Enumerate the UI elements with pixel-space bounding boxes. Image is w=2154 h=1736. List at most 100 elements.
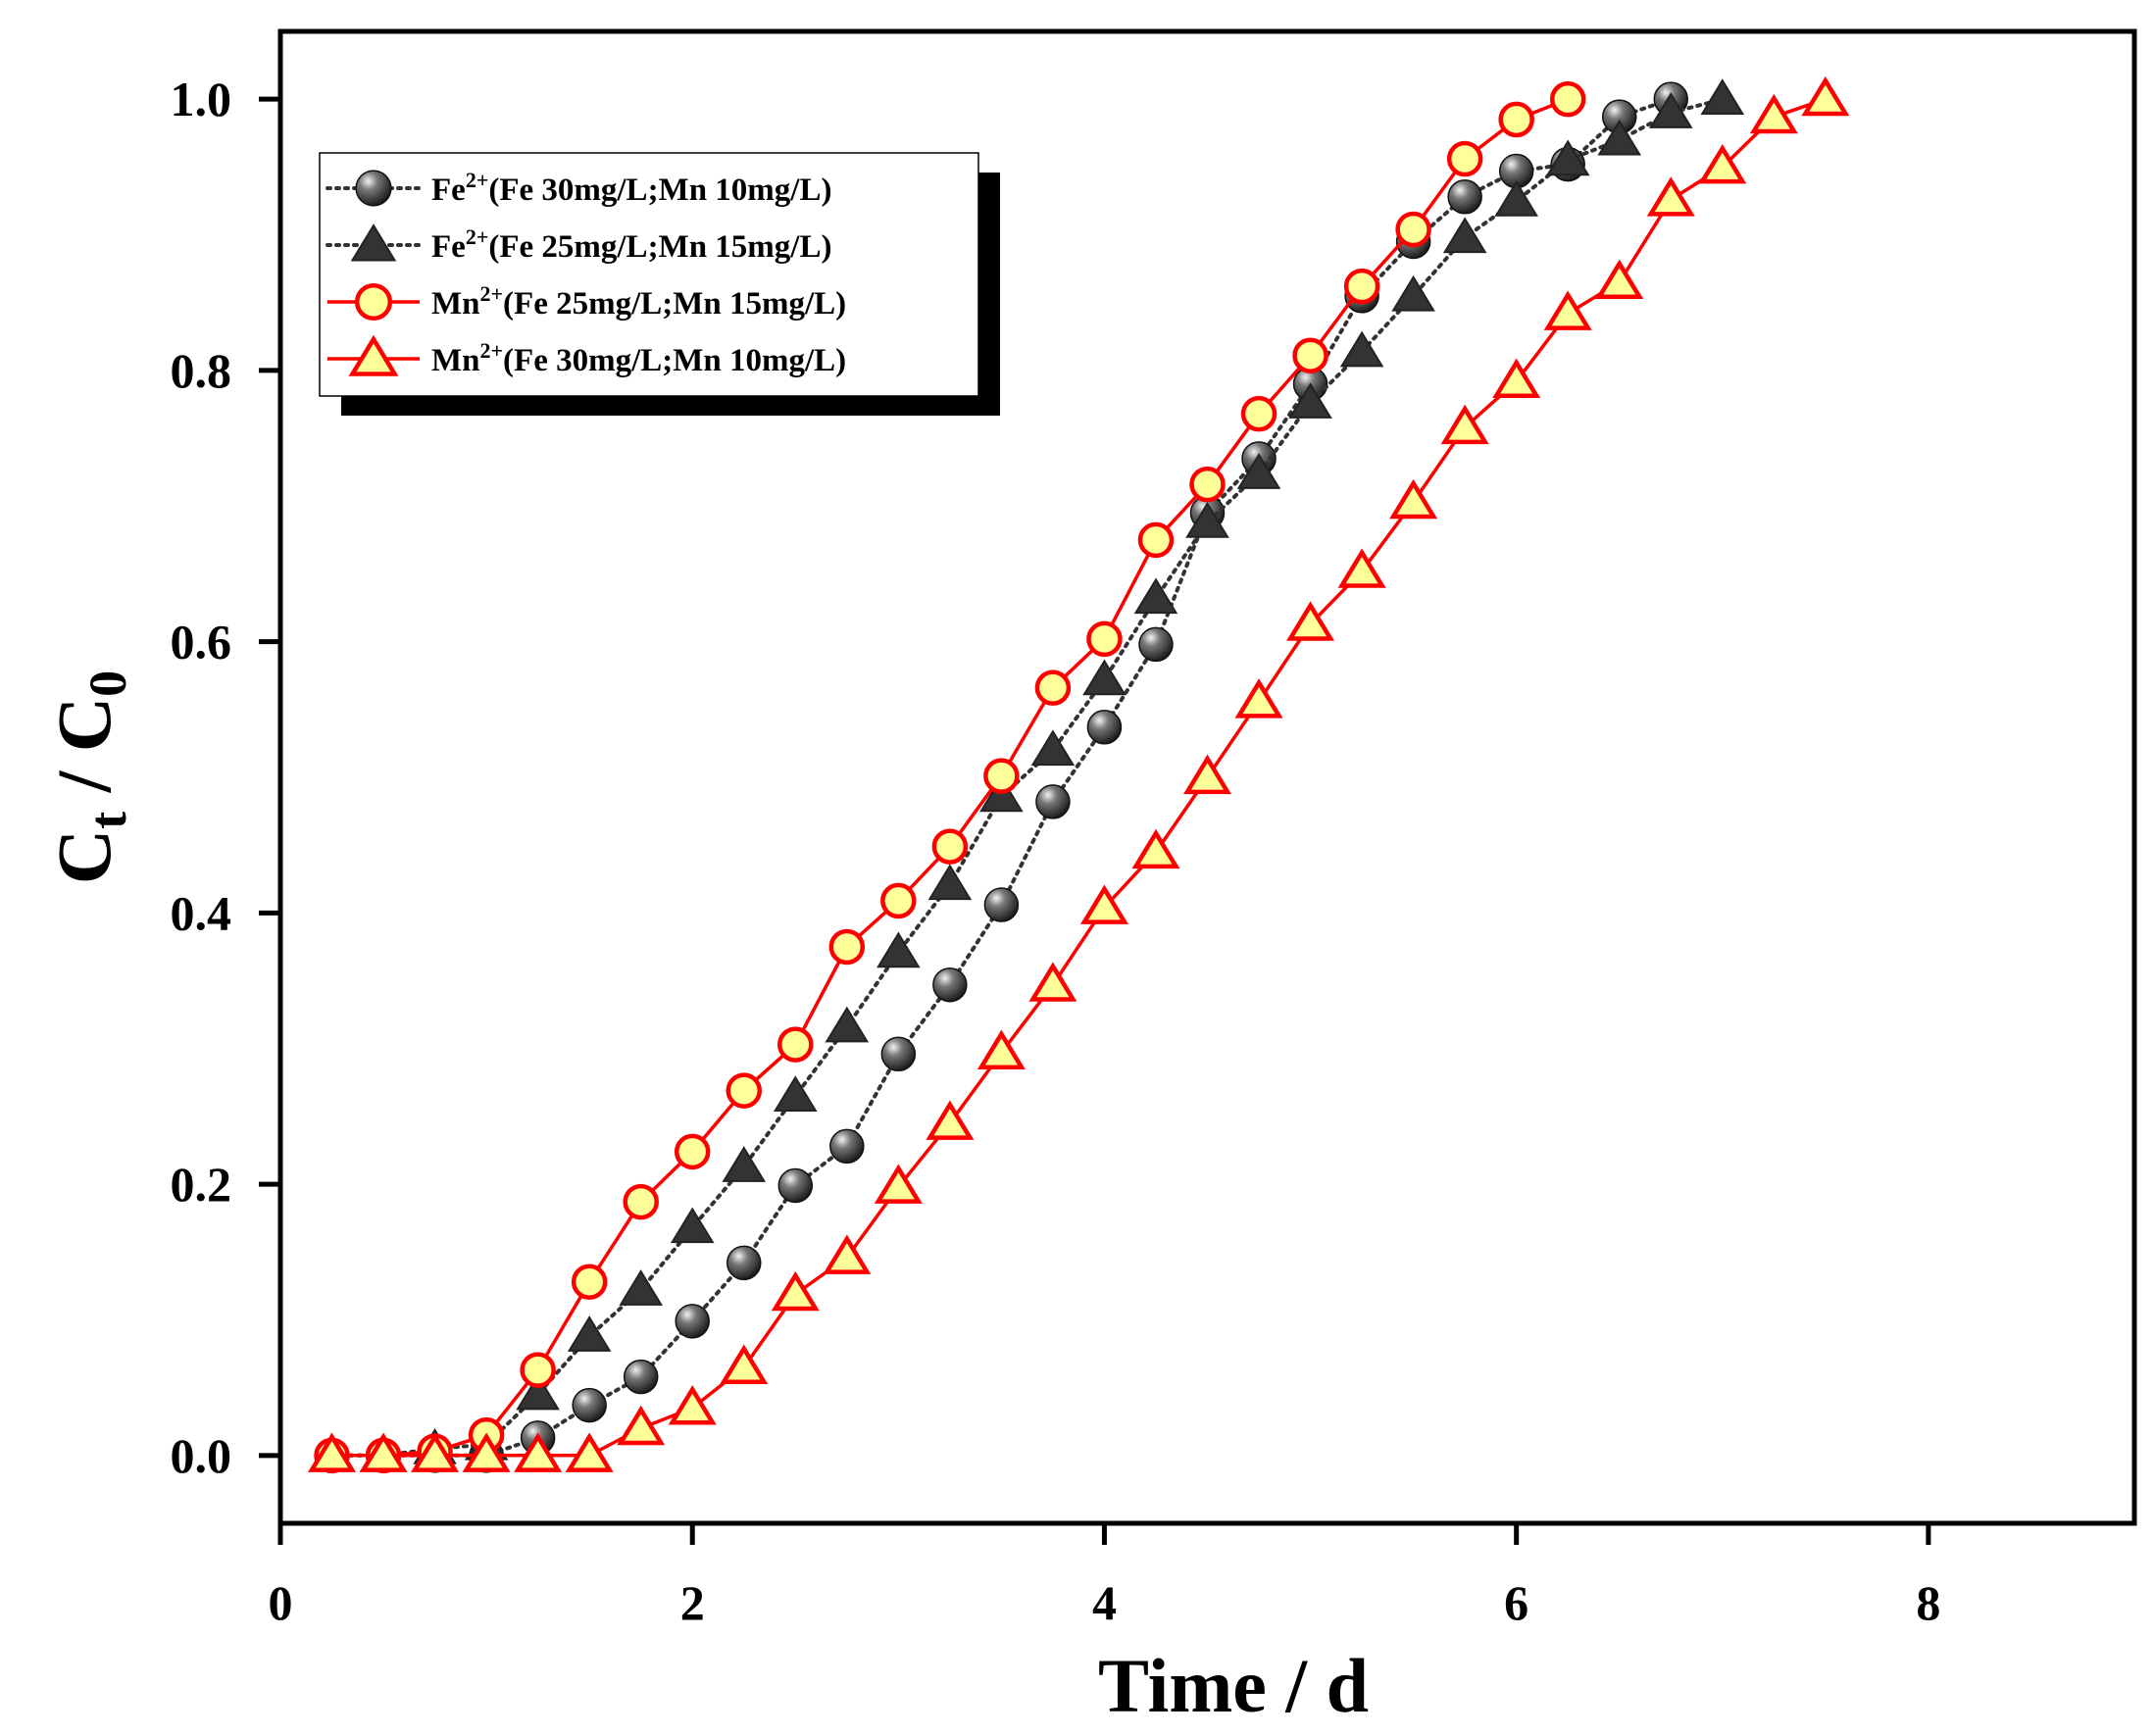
- legend-label: Mn2+(Fe 25mg/L;Mn 15mg/L): [431, 281, 846, 322]
- data-point: [1286, 601, 1335, 641]
- y-axis-title: Ct / C0: [41, 670, 137, 884]
- data-point: [829, 1128, 865, 1165]
- y-tick-label: 0.8: [171, 343, 232, 398]
- data-point: [1648, 92, 1693, 128]
- legend-marker: [350, 223, 397, 262]
- data-point: [675, 1304, 710, 1339]
- data-point: [1133, 577, 1178, 615]
- legend: Fe2+(Fe 30mg/L;Mn 10mg/L) Fe2+(Fe 25mg/L;…: [319, 152, 1000, 416]
- data-point: [516, 1373, 560, 1411]
- data-point: [619, 1269, 663, 1306]
- data-point: [1337, 548, 1386, 588]
- x-tick-label: 2: [680, 1575, 705, 1630]
- data-point: [828, 928, 866, 966]
- data-point: [722, 1146, 767, 1182]
- data-point: [1391, 274, 1435, 312]
- x-tick-label: 0: [269, 1575, 293, 1630]
- data-point: [777, 1026, 814, 1063]
- data-point: [1035, 784, 1071, 819]
- data-point: [617, 1405, 666, 1446]
- data-point: [777, 1167, 814, 1204]
- data-point: [823, 1234, 872, 1274]
- data-point: [565, 1432, 614, 1472]
- data-point: [1030, 729, 1076, 767]
- data-point: [932, 967, 968, 1003]
- data-point: [1446, 140, 1483, 177]
- legend-label: Fe2+(Fe 30mg/L;Mn 10mg/L): [431, 168, 831, 208]
- data-point: [1492, 358, 1541, 399]
- data-point: [514, 1432, 563, 1472]
- data-point: [520, 1352, 556, 1388]
- data-point: [1236, 453, 1281, 489]
- data-point: [308, 1432, 357, 1472]
- plot-frame: [277, 28, 2137, 1526]
- data-point: [880, 1036, 917, 1072]
- data-point: [1545, 139, 1590, 176]
- data-point: [1034, 670, 1072, 706]
- data-point: [874, 1164, 923, 1204]
- data-point: [1189, 466, 1226, 503]
- data-point: [773, 1075, 818, 1112]
- data-point: [720, 1344, 769, 1384]
- legend-box: [319, 152, 979, 397]
- y-tick-label: 0.0: [171, 1428, 232, 1483]
- data-point: [1700, 78, 1745, 116]
- legend-marker: [348, 334, 399, 376]
- data-point: [1079, 884, 1128, 924]
- data-point: [726, 1072, 762, 1109]
- y-tick-label: 0.6: [171, 615, 232, 670]
- data-point: [1801, 75, 1850, 117]
- data-point: [1288, 382, 1332, 419]
- data-point: [1447, 179, 1482, 215]
- data-point: [571, 1264, 608, 1300]
- data-point: [1543, 290, 1592, 330]
- data-point: [1028, 962, 1077, 1002]
- data-point: [1343, 268, 1380, 305]
- x-tick-label: 6: [1504, 1575, 1528, 1630]
- data-point: [462, 1432, 511, 1472]
- data-point: [1698, 144, 1747, 184]
- data-point: [977, 1029, 1026, 1069]
- data-point: [1182, 754, 1232, 795]
- data-point: [926, 1100, 975, 1140]
- data-point: [1595, 259, 1644, 300]
- data-point: [359, 1432, 408, 1472]
- data-point: [1131, 828, 1180, 869]
- series-4: [308, 75, 1850, 1472]
- data-point: [771, 1270, 820, 1312]
- data-point: [931, 828, 969, 865]
- legend-marker: [355, 170, 392, 207]
- data-point: [983, 758, 1020, 794]
- data-point: [927, 864, 973, 901]
- data-point: [983, 887, 1020, 922]
- data-point: [623, 1359, 659, 1395]
- data-point: [1185, 501, 1229, 538]
- data-point: [1549, 80, 1586, 118]
- legend-label: Fe2+(Fe 25mg/L;Mn 15mg/L): [431, 224, 831, 265]
- data-point: [1082, 659, 1127, 696]
- data-point: [825, 1006, 870, 1043]
- data-point: [1597, 119, 1642, 156]
- data-point: [979, 775, 1024, 813]
- data-point: [1646, 176, 1695, 217]
- data-point: [1442, 217, 1487, 254]
- data-point: [1086, 620, 1123, 658]
- data-point: [1137, 521, 1175, 559]
- data-point: [1339, 330, 1384, 368]
- data-point: [623, 1183, 659, 1220]
- data-point: [1138, 626, 1174, 663]
- data-point: [674, 1133, 711, 1170]
- data-point: [567, 1315, 612, 1352]
- data-point: [572, 1387, 607, 1423]
- y-tick-label: 1.0: [171, 72, 232, 126]
- data-point: [1086, 710, 1123, 745]
- data-point: [1292, 337, 1328, 373]
- data-point: [726, 1245, 762, 1281]
- data-point: [411, 1432, 460, 1472]
- data-point: [877, 931, 921, 968]
- series-line: [329, 97, 1725, 1458]
- data-point: [1749, 93, 1798, 134]
- series-2: [310, 78, 1745, 1471]
- y-tick-label: 0.4: [171, 885, 232, 940]
